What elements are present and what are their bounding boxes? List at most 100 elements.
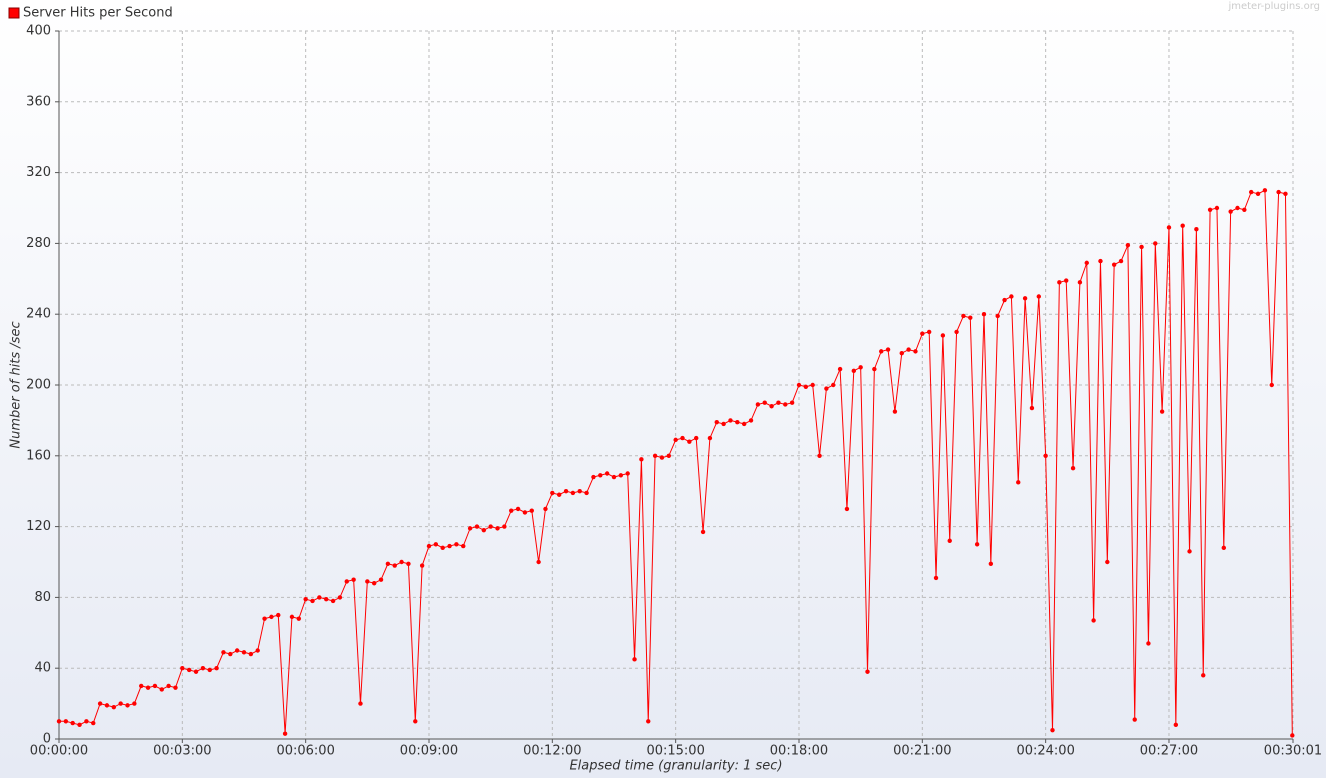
y-tick-label: 40 <box>34 661 51 676</box>
data-point <box>330 598 336 604</box>
data-point <box>186 667 192 673</box>
watermark: jmeter-plugins.org <box>1227 1 1320 12</box>
data-point <box>755 402 761 407</box>
data-point <box>1166 225 1172 230</box>
data-point <box>426 543 432 549</box>
data-point <box>961 313 966 319</box>
data-point <box>303 596 308 602</box>
data-point <box>282 731 288 736</box>
x-tick-label: 00:27:00 <box>1140 744 1198 759</box>
data-point <box>714 419 719 425</box>
data-point <box>1077 280 1083 285</box>
data-point <box>796 382 802 388</box>
data-point <box>1029 405 1035 411</box>
data-point <box>269 614 274 620</box>
data-point <box>687 439 692 444</box>
data-point <box>228 651 233 657</box>
data-point <box>1269 382 1274 388</box>
data-point <box>885 347 891 352</box>
data-point <box>132 701 137 706</box>
data-point <box>824 386 829 391</box>
data-point <box>317 595 322 600</box>
y-tick-label: 360 <box>26 94 51 109</box>
data-point <box>63 719 69 724</box>
data-point <box>611 474 617 480</box>
data-point <box>844 506 850 512</box>
data-point <box>262 616 267 621</box>
data-point <box>639 457 644 462</box>
x-tick-label: 00:18:00 <box>770 744 828 759</box>
data-point <box>1016 480 1021 485</box>
y-tick-label: 280 <box>26 236 51 251</box>
data-point <box>399 559 404 565</box>
data-point <box>344 579 349 584</box>
data-point <box>461 543 466 549</box>
data-point <box>865 669 870 674</box>
data-point <box>406 561 411 566</box>
data-point <box>1180 223 1185 228</box>
data-point <box>454 542 459 547</box>
data-point <box>145 685 151 690</box>
x-tick-label: 00:21:00 <box>893 744 951 759</box>
data-point <box>700 529 706 535</box>
x-tick-label: 00:24:00 <box>1016 744 1074 759</box>
data-point <box>166 683 171 689</box>
data-point <box>1022 296 1028 301</box>
data-point <box>207 667 212 673</box>
data-point <box>1173 722 1179 728</box>
data-point <box>926 329 932 335</box>
data-point <box>522 510 528 515</box>
data-point <box>995 313 1000 319</box>
data-point <box>591 474 596 480</box>
data-point <box>1125 242 1131 248</box>
y-tick-label: 0 <box>43 732 51 747</box>
data-point <box>173 685 178 690</box>
data-point <box>851 368 857 374</box>
data-point <box>1070 465 1076 471</box>
x-tick-label: 00:12:00 <box>523 744 581 759</box>
data-point <box>125 703 130 708</box>
data-point <box>1064 278 1069 283</box>
data-point <box>392 563 397 568</box>
data-point <box>913 349 918 354</box>
data-point <box>1146 641 1151 646</box>
y-tick-label: 400 <box>26 24 51 39</box>
data-point <box>529 508 534 513</box>
data-point <box>193 669 199 674</box>
data-point <box>1159 409 1165 414</box>
data-point <box>371 581 377 586</box>
data-point <box>111 704 117 710</box>
x-tick-label: 00:06:00 <box>276 744 334 759</box>
data-point <box>899 350 904 356</box>
data-point <box>1194 227 1199 232</box>
data-point <box>1111 262 1117 267</box>
y-tick-label: 80 <box>34 590 51 605</box>
data-point <box>625 471 630 476</box>
data-point <box>296 616 302 621</box>
data-point <box>255 648 260 653</box>
data-point <box>652 453 658 458</box>
data-point <box>563 489 569 494</box>
data-point <box>1050 727 1055 733</box>
data-point <box>803 384 809 389</box>
data-point <box>872 366 877 372</box>
data-point <box>1002 297 1007 303</box>
data-point <box>1262 188 1268 193</box>
y-tick-label: 240 <box>26 307 51 322</box>
data-point <box>358 701 363 706</box>
data-point <box>70 720 75 726</box>
data-point <box>248 651 254 657</box>
data-point <box>920 331 925 336</box>
data-point <box>776 400 781 405</box>
data-point <box>467 526 473 531</box>
data-point <box>1255 191 1261 197</box>
data-point <box>1276 189 1281 195</box>
data-point <box>974 542 980 547</box>
data-point <box>289 614 295 620</box>
data-point <box>495 526 500 531</box>
data-point <box>351 577 356 582</box>
data-point <box>91 720 96 726</box>
data-point <box>556 492 562 497</box>
data-point <box>56 719 62 724</box>
data-point <box>419 563 425 568</box>
